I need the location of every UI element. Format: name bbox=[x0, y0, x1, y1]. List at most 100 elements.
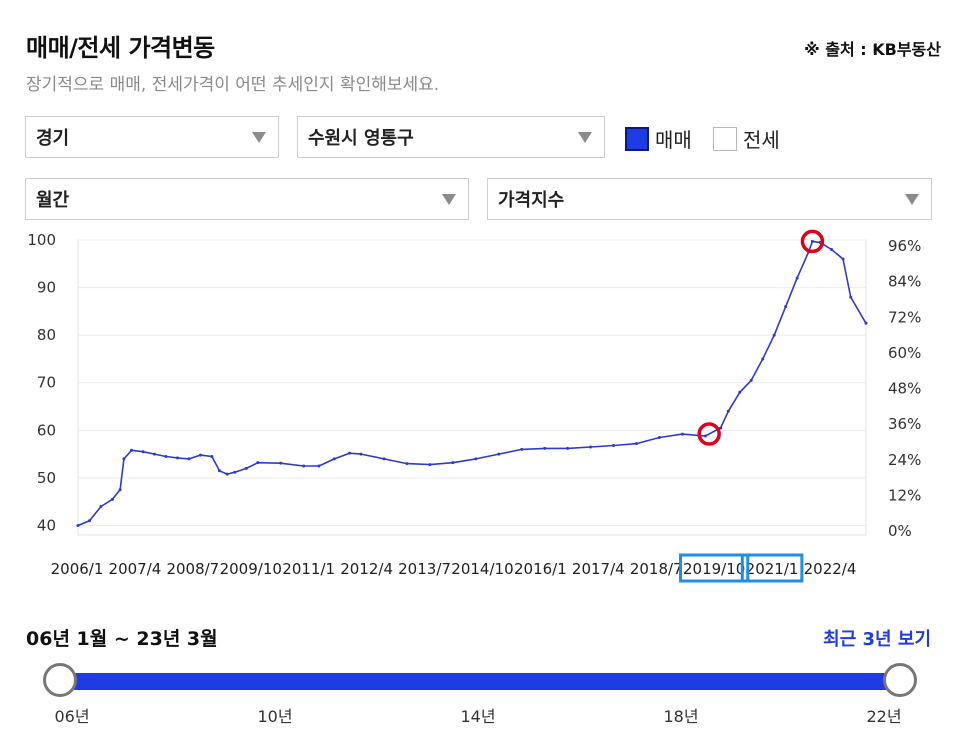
data-point bbox=[218, 469, 222, 473]
data-point bbox=[830, 248, 834, 252]
y-tick-label-right: 84% bbox=[888, 273, 921, 291]
data-point bbox=[164, 454, 168, 458]
data-point bbox=[302, 464, 306, 468]
x-label-highlight-box bbox=[740, 553, 804, 583]
region-select-value: 경기 bbox=[36, 128, 70, 149]
region-select[interactable]: 경기 bbox=[25, 116, 279, 158]
data-point bbox=[428, 463, 432, 467]
x-tick-label: 2013/7 bbox=[398, 560, 451, 578]
range-slider-start-handle[interactable] bbox=[43, 663, 77, 697]
data-point bbox=[87, 519, 91, 523]
data-point bbox=[382, 457, 386, 461]
source-note: ※ 출처 : KB부동산 bbox=[804, 40, 941, 59]
y-tick-label-left: 80 bbox=[37, 326, 56, 344]
checkbox-checked-icon bbox=[625, 126, 649, 151]
data-point bbox=[256, 461, 260, 465]
sale-checkbox-label: 매매 bbox=[655, 128, 692, 152]
x-tick-label: 2008/7 bbox=[166, 560, 219, 578]
data-point bbox=[122, 457, 126, 461]
highlight-circle bbox=[697, 422, 721, 446]
data-point bbox=[244, 466, 248, 470]
data-point bbox=[784, 305, 788, 309]
x-tick-label: 2007/4 bbox=[109, 560, 162, 578]
period-select[interactable]: 월간 bbox=[25, 178, 469, 220]
district-select[interactable]: 수원시 영통구 bbox=[297, 116, 605, 158]
jeonse-checkbox[interactable]: 전세 bbox=[713, 124, 780, 153]
chevron-down-icon bbox=[578, 132, 592, 143]
chevron-down-icon bbox=[252, 132, 266, 143]
data-point bbox=[332, 457, 336, 461]
series-line-sale bbox=[77, 240, 867, 527]
chart-ticks: 40 50 60 70 80 90 100 0% 12% 24% 36% 48% 60% 72% 84% 96… bbox=[27, 231, 921, 578]
data-point bbox=[864, 321, 868, 325]
data-point bbox=[703, 434, 707, 438]
y-tick-label-right: 72% bbox=[888, 308, 921, 326]
y-tick-label-left: 50 bbox=[37, 469, 56, 487]
data-point bbox=[719, 426, 723, 430]
slider-tick-label: 10년 bbox=[257, 707, 293, 726]
district-select-value: 수원시 영통구 bbox=[308, 128, 414, 149]
data-point bbox=[474, 457, 478, 461]
y-tick-label-right: 60% bbox=[888, 344, 921, 362]
y-tick-label-left: 40 bbox=[37, 516, 56, 534]
data-point bbox=[317, 464, 321, 468]
range-slider-end-handle[interactable] bbox=[883, 663, 917, 697]
x-tick-label: 2011/1 bbox=[282, 560, 335, 578]
y-tick-label-left: 90 bbox=[37, 279, 56, 297]
highlight-circle bbox=[800, 229, 825, 254]
data-point bbox=[497, 452, 501, 456]
y-tick-label-right: 0% bbox=[888, 522, 912, 540]
data-point bbox=[233, 470, 237, 474]
x-tick-label: 2012/4 bbox=[340, 560, 393, 578]
data-point bbox=[99, 504, 103, 508]
page-subtitle: 장기적으로 매매, 전세가격이 어떤 추세인지 확인해보세요. bbox=[26, 75, 440, 95]
range-slider-track[interactable] bbox=[60, 673, 900, 690]
x-tick-label: 2018/7 bbox=[630, 560, 683, 578]
period-select-value: 월간 bbox=[36, 190, 70, 211]
slider-tick-label: 14년 bbox=[460, 707, 496, 726]
chart-highlights bbox=[679, 229, 825, 583]
checkbox-unchecked-icon bbox=[713, 126, 737, 151]
page-title: 매매/전세 가격변동 bbox=[26, 34, 215, 62]
chevron-down-icon bbox=[905, 194, 919, 205]
x-tick-label: 2014/10 bbox=[451, 560, 513, 578]
plot-frame bbox=[77, 239, 867, 536]
data-point bbox=[279, 461, 283, 465]
metric-select-value: 가격지수 bbox=[498, 190, 565, 211]
metric-select[interactable]: 가격지수 bbox=[487, 178, 932, 220]
data-point bbox=[405, 462, 409, 466]
y-tick-label-right: 96% bbox=[888, 237, 921, 255]
data-point bbox=[634, 442, 638, 446]
data-point bbox=[76, 523, 80, 527]
data-point bbox=[612, 444, 616, 448]
y-tick-label-left: 100 bbox=[27, 231, 56, 249]
x-tick-label: 2019/10 bbox=[683, 560, 745, 578]
data-point bbox=[795, 276, 799, 280]
data-point bbox=[175, 456, 179, 460]
data-point bbox=[849, 295, 853, 299]
x-tick-label: 2021/1 bbox=[746, 560, 799, 578]
data-point bbox=[772, 333, 776, 337]
data-point bbox=[520, 447, 524, 451]
data-point bbox=[726, 409, 730, 413]
data-point bbox=[543, 446, 547, 450]
chevron-down-icon bbox=[442, 194, 456, 205]
data-point bbox=[657, 435, 661, 439]
x-tick-label: 2006/1 bbox=[51, 560, 104, 578]
data-point bbox=[749, 378, 753, 382]
data-point bbox=[761, 357, 765, 361]
x-tick-label: 2017/4 bbox=[572, 560, 625, 578]
data-point bbox=[187, 457, 191, 461]
data-point bbox=[198, 453, 202, 457]
y-tick-label-left: 70 bbox=[37, 374, 56, 392]
data-point bbox=[566, 446, 570, 450]
data-point bbox=[359, 452, 363, 456]
data-point bbox=[738, 390, 742, 394]
x-tick-label: 2022/4 bbox=[804, 560, 857, 578]
recent-3-years-link[interactable]: 최근 3년 보기 bbox=[823, 629, 931, 650]
data-point bbox=[680, 432, 684, 436]
data-point bbox=[810, 239, 814, 243]
slider-tick-label: 06년 bbox=[54, 707, 90, 726]
sale-checkbox[interactable]: 매매 bbox=[625, 124, 692, 153]
slider-tick-label: 18년 bbox=[663, 707, 699, 726]
